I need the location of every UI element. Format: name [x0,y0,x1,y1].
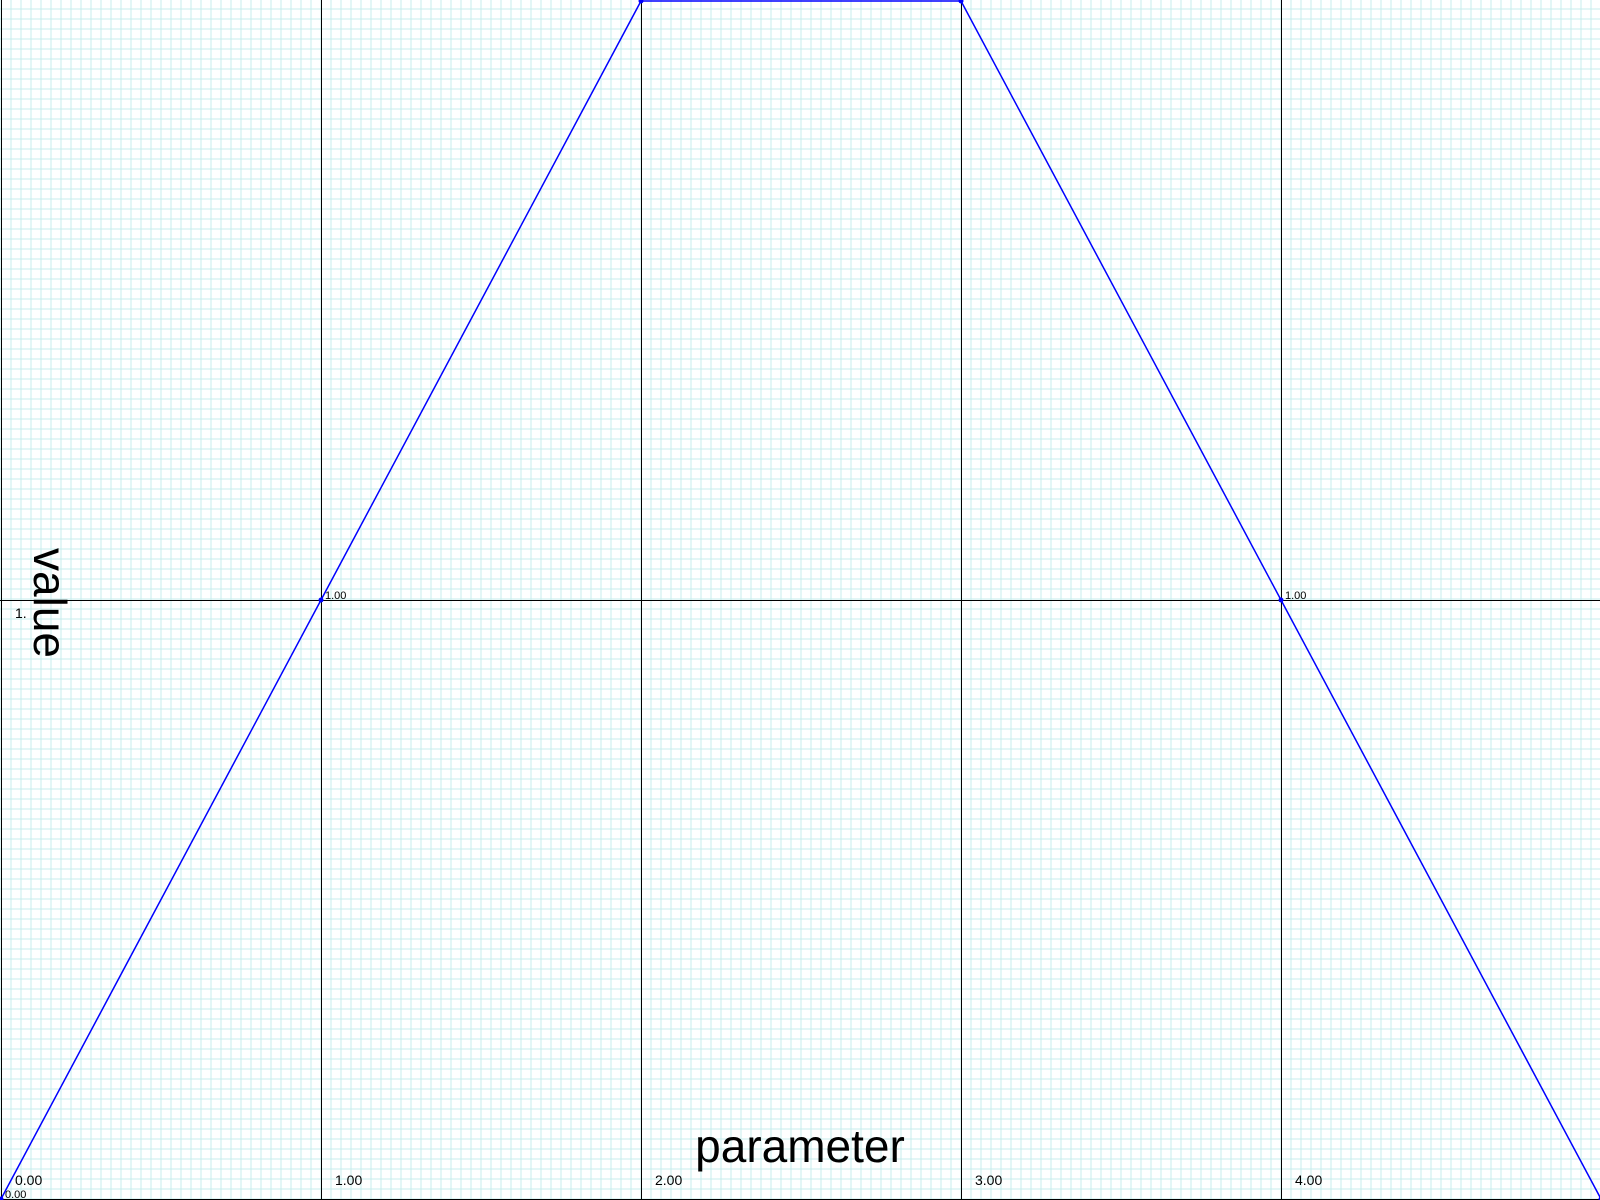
point-label: 0.00 [5,1189,26,1200]
x-axis-title: parameter [695,1120,905,1172]
y-axis-title: value [24,548,76,658]
x-tick-label: 3.00 [975,1172,1002,1188]
x-tick-label: 0.00 [15,1172,42,1188]
point-label: 1.00 [325,590,346,602]
x-tick-label: 4.00 [1295,1172,1322,1188]
y-tick-label: 1. [15,605,27,621]
data-point [1278,597,1284,603]
x-tick-label: 1.00 [335,1172,362,1188]
labels-layer: 0.00 1.00 2.00 3.00 4.00 1. 0.00 1.00 1.00 [5,590,1322,1200]
data-point [958,0,964,4]
data-point [318,597,324,603]
data-point [0,1196,4,1200]
x-tick-label: 2.00 [655,1172,682,1188]
point-label: 1.00 [1285,590,1306,602]
data-point [638,0,644,4]
